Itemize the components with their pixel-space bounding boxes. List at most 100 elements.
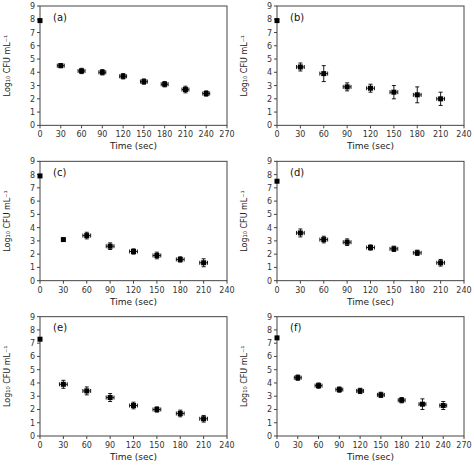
x-error-bar (161, 82, 168, 86)
x-error-bar (130, 249, 138, 253)
y-error-bar (202, 415, 206, 422)
x-tick-label: 270 (219, 130, 234, 139)
x-tick-label: 120 (352, 441, 367, 450)
plot-frame (40, 161, 227, 280)
y-tick-label: 6 (30, 42, 35, 51)
panel: 03060901201501802102402700123456789Time … (240, 313, 472, 462)
plot-frame (40, 6, 227, 125)
x-tick-label: 120 (126, 286, 141, 295)
data-point (368, 245, 373, 250)
y-error-bar (61, 380, 65, 388)
data-point (38, 337, 43, 342)
y-error-bar (379, 392, 383, 397)
x-tick-label: 30 (56, 130, 66, 139)
x-tick-label: 60 (82, 441, 92, 450)
y-tick-label: 5 (267, 366, 272, 375)
y-error-bar (132, 402, 136, 409)
y-error-bar (358, 388, 362, 393)
x-tick-label: 120 (363, 130, 378, 139)
x-tick-label: 0 (274, 130, 279, 139)
y-error-bar (392, 86, 396, 99)
y-tick-label: 1 (267, 419, 272, 428)
x-tick-label: 120 (115, 130, 130, 139)
y-error-bar (415, 250, 419, 255)
y-tick-label: 3 (267, 237, 272, 246)
y-error-bar (163, 82, 167, 87)
x-tick-label: 240 (456, 286, 471, 295)
y-tick-label: 5 (30, 366, 35, 375)
y-error-bar (392, 246, 396, 251)
y-axis-label: Log₁₀ CFU mL⁻¹ (240, 35, 249, 97)
x-tick-label: 90 (97, 130, 107, 139)
x-error-bar (367, 246, 375, 250)
y-error-bar (204, 91, 208, 96)
x-tick-label: 120 (363, 286, 378, 295)
y-error-bar (298, 63, 302, 71)
data-point (108, 244, 113, 249)
y-error-bar (178, 257, 182, 262)
data-area (38, 337, 208, 422)
y-tick-label: 9 (267, 157, 272, 166)
data-point (275, 18, 280, 23)
y-error-bar (322, 66, 326, 82)
x-error-bar (176, 411, 184, 415)
y-error-bar (400, 398, 404, 403)
data-point (337, 387, 342, 392)
panel-label: (f) (290, 322, 301, 333)
y-error-bar (439, 259, 443, 266)
x-tick-label: 240 (219, 286, 234, 295)
data-point (358, 388, 363, 393)
y-tick-label: 7 (30, 184, 35, 193)
data-point (438, 96, 443, 101)
data-point (345, 84, 350, 89)
data-point (58, 63, 63, 68)
data-point (100, 70, 105, 75)
y-error-bar (439, 92, 443, 105)
x-error-bar (106, 396, 114, 400)
y-tick-label: 0 (30, 277, 35, 286)
x-axis-label: Time (sec) (346, 452, 394, 462)
x-tick-label: 0 (37, 130, 42, 139)
x-error-bar (83, 389, 91, 393)
y-tick-label: 6 (267, 197, 272, 206)
data-point (275, 179, 280, 184)
y-tick-label: 8 (267, 326, 272, 335)
x-tick-label: 180 (173, 286, 188, 295)
x-error-bar (357, 389, 364, 393)
x-tick-label: 270 (456, 441, 471, 450)
y-tick-label: 5 (30, 55, 35, 64)
x-tick-label: 90 (342, 130, 352, 139)
data-point (154, 407, 159, 412)
x-tick-label: 120 (126, 441, 141, 450)
x-tick-label: 30 (293, 441, 303, 450)
x-error-bar (377, 393, 384, 397)
x-tick-label: 30 (295, 130, 305, 139)
y-tick-label: 4 (30, 379, 35, 388)
plot-frame (277, 161, 464, 280)
x-tick-label: 30 (295, 286, 305, 295)
data-point (415, 250, 420, 255)
y-tick-label: 8 (30, 171, 35, 180)
y-tick-label: 7 (30, 29, 35, 38)
x-tick-label: 30 (58, 441, 68, 450)
background (0, 0, 474, 466)
x-error-bar (437, 261, 445, 265)
y-tick-label: 2 (267, 250, 272, 259)
y-tick-label: 0 (267, 277, 272, 286)
data-point (316, 383, 321, 388)
y-error-bar (296, 375, 300, 380)
x-tick-label: 0 (37, 286, 42, 295)
x-tick-label: 0 (37, 441, 42, 450)
panel-label: (b) (290, 12, 304, 23)
y-error-bar (420, 399, 424, 410)
x-error-bar (296, 231, 304, 235)
y-tick-label: 9 (30, 313, 35, 322)
data-point (61, 237, 66, 242)
x-error-bar (203, 92, 210, 96)
data-point (108, 395, 113, 400)
y-tick-label: 1 (30, 108, 35, 117)
x-error-bar (59, 382, 67, 386)
data-point (368, 86, 373, 91)
x-tick-label: 90 (105, 286, 115, 295)
x-tick-label: 210 (178, 130, 193, 139)
